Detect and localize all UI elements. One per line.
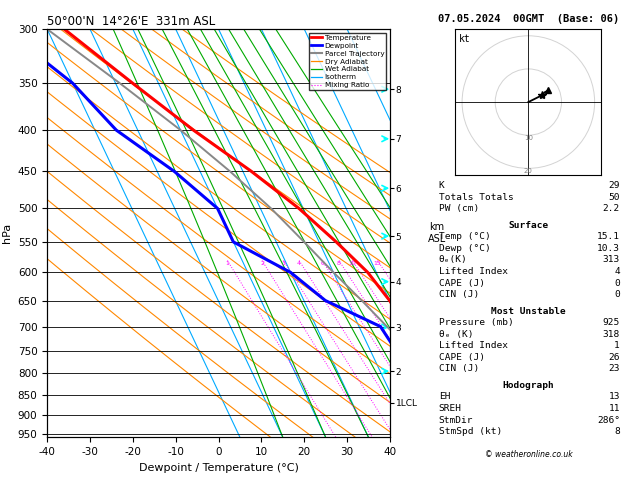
Text: θₑ(K): θₑ(K) xyxy=(438,256,467,264)
Text: 26: 26 xyxy=(608,353,620,362)
Text: 2: 2 xyxy=(260,260,264,265)
Text: 4: 4 xyxy=(297,260,301,265)
Text: 0: 0 xyxy=(615,290,620,299)
Text: Most Unstable: Most Unstable xyxy=(491,307,565,315)
Text: 8: 8 xyxy=(337,260,341,265)
Text: 1: 1 xyxy=(226,260,230,265)
Text: CIN (J): CIN (J) xyxy=(438,290,479,299)
Text: 10: 10 xyxy=(524,135,533,141)
Text: 2.2: 2.2 xyxy=(603,204,620,213)
Text: SREH: SREH xyxy=(438,404,462,413)
X-axis label: Dewpoint / Temperature (°C): Dewpoint / Temperature (°C) xyxy=(138,463,299,473)
Text: 3: 3 xyxy=(281,260,286,265)
Text: kt: kt xyxy=(459,34,470,44)
Text: Surface: Surface xyxy=(508,221,548,230)
Text: 50°00'N  14°26'E  331m ASL: 50°00'N 14°26'E 331m ASL xyxy=(47,15,215,28)
Text: 318: 318 xyxy=(603,330,620,339)
Text: 6: 6 xyxy=(320,260,324,265)
Text: 23: 23 xyxy=(608,364,620,373)
Text: 8: 8 xyxy=(615,427,620,436)
Text: 15: 15 xyxy=(374,260,381,265)
Text: 0: 0 xyxy=(615,278,620,288)
Text: 10.3: 10.3 xyxy=(597,244,620,253)
Text: 313: 313 xyxy=(603,256,620,264)
Text: Lifted Index: Lifted Index xyxy=(438,341,508,350)
Text: CAPE (J): CAPE (J) xyxy=(438,278,485,288)
Text: 13: 13 xyxy=(608,392,620,401)
Text: Pressure (mb): Pressure (mb) xyxy=(438,318,513,327)
Text: EH: EH xyxy=(438,392,450,401)
Text: θₑ (K): θₑ (K) xyxy=(438,330,473,339)
Text: StmDir: StmDir xyxy=(438,416,473,425)
Text: CIN (J): CIN (J) xyxy=(438,364,479,373)
Text: 50: 50 xyxy=(608,192,620,202)
Text: 11: 11 xyxy=(608,404,620,413)
Text: K: K xyxy=(438,181,445,190)
Text: PW (cm): PW (cm) xyxy=(438,204,479,213)
Text: 07.05.2024  00GMT  (Base: 06): 07.05.2024 00GMT (Base: 06) xyxy=(438,14,619,24)
Y-axis label: hPa: hPa xyxy=(2,223,12,243)
Text: Temp (°C): Temp (°C) xyxy=(438,232,491,241)
Text: Lifted Index: Lifted Index xyxy=(438,267,508,276)
Text: 29: 29 xyxy=(608,181,620,190)
Text: 20: 20 xyxy=(524,168,533,174)
Text: Dewp (°C): Dewp (°C) xyxy=(438,244,491,253)
Text: 1: 1 xyxy=(615,341,620,350)
Text: Hodograph: Hodograph xyxy=(503,381,554,390)
Text: 286°: 286° xyxy=(597,416,620,425)
Text: 10: 10 xyxy=(348,260,356,265)
Legend: Temperature, Dewpoint, Parcel Trajectory, Dry Adiabat, Wet Adiabat, Isotherm, Mi: Temperature, Dewpoint, Parcel Trajectory… xyxy=(309,33,386,90)
Text: Totals Totals: Totals Totals xyxy=(438,192,513,202)
Text: CAPE (J): CAPE (J) xyxy=(438,353,485,362)
Text: © weatheronline.co.uk: © weatheronline.co.uk xyxy=(484,450,572,459)
Text: 4: 4 xyxy=(615,267,620,276)
Text: 15.1: 15.1 xyxy=(597,232,620,241)
Text: 925: 925 xyxy=(603,318,620,327)
Y-axis label: km
ASL: km ASL xyxy=(428,223,446,244)
Text: StmSpd (kt): StmSpd (kt) xyxy=(438,427,502,436)
